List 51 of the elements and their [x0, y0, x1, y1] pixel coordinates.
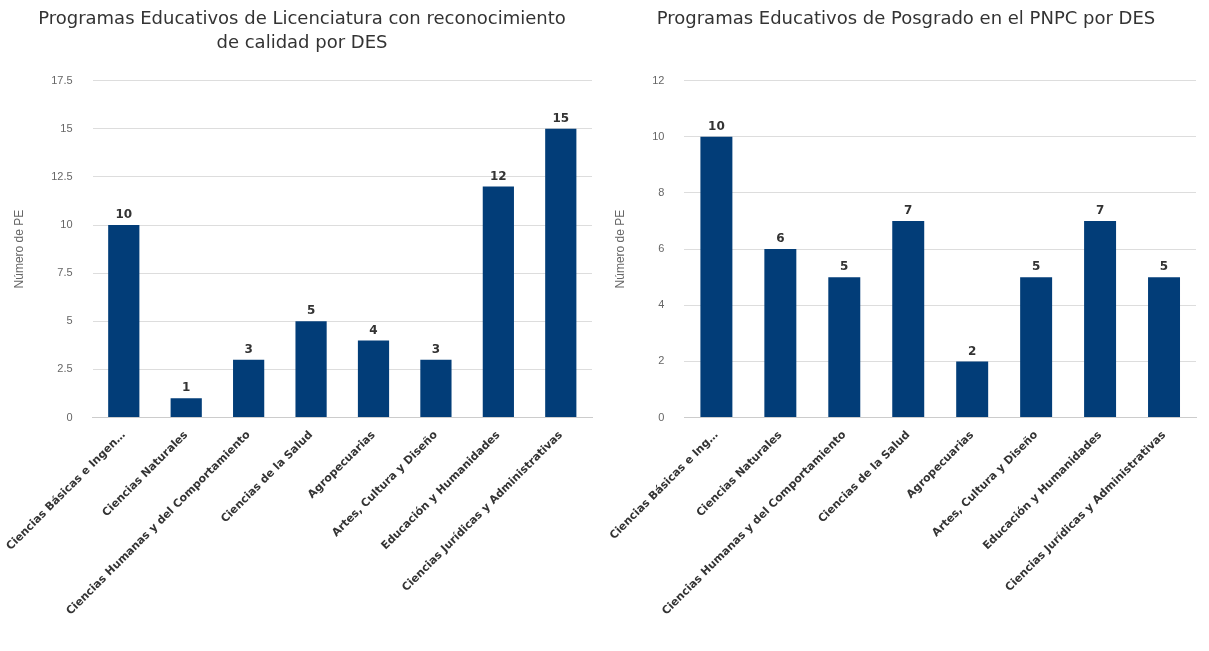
bar — [482, 186, 514, 418]
bar — [108, 225, 140, 418]
bar — [545, 128, 577, 418]
bar — [420, 359, 452, 418]
y-tick-label: 5 — [66, 314, 73, 327]
data-label: 1 — [182, 380, 191, 395]
y-tick-label: 0 — [66, 410, 73, 423]
chart-title: Programas Educativos de Posgrado en el PNPC por DES — [655, 6, 1157, 30]
y-tick-label: 17.5 — [51, 73, 73, 86]
data-label: 5 — [306, 303, 316, 318]
bar — [1084, 221, 1117, 418]
data-label: 7 — [1095, 203, 1105, 218]
bar — [357, 340, 390, 418]
data-label: 7 — [904, 203, 913, 218]
y-tick-label: 10 — [652, 129, 665, 142]
y-tick-label: 8 — [658, 185, 665, 198]
data-label: 3 — [431, 341, 441, 356]
y-tick-label: 15 — [60, 121, 73, 134]
data-label: 5 — [840, 259, 849, 274]
data-label: 5 — [1159, 259, 1169, 274]
data-label: 2 — [968, 343, 977, 358]
data-label: 5 — [1031, 259, 1041, 274]
bar — [764, 249, 797, 418]
y-axis-title: Número de PE — [12, 209, 27, 289]
y-axis-title: Número de PE — [613, 209, 628, 289]
y-tick-label: 12.5 — [51, 169, 73, 182]
data-label: 6 — [776, 231, 785, 246]
data-label: 10 — [708, 118, 725, 133]
data-label: 3 — [244, 341, 253, 356]
bar — [233, 359, 265, 418]
data-label: 12 — [490, 168, 507, 183]
chart-title: Programas Educativos de Licenciatura con reconocimiento de calidad por DES — [37, 6, 567, 54]
data-label: 4 — [369, 322, 378, 337]
y-tick-label: 2 — [658, 354, 665, 367]
y-tick-label: 7.5 — [57, 266, 73, 279]
bar — [295, 321, 327, 418]
bar — [1020, 277, 1053, 418]
y-tick-label: 4 — [658, 298, 665, 311]
y-tick-label: 12 — [652, 73, 665, 86]
y-tick-label: 2.5 — [57, 362, 73, 375]
y-tick-label: 10 — [60, 218, 73, 231]
bar — [700, 136, 733, 418]
bar — [956, 361, 989, 418]
bar — [170, 398, 202, 418]
y-tick-label: 6 — [658, 242, 665, 255]
bar — [892, 221, 925, 418]
data-label: 10 — [115, 207, 133, 222]
y-tick-label: 0 — [658, 410, 665, 423]
data-label: 15 — [552, 110, 570, 125]
bar — [1148, 277, 1181, 418]
bar — [828, 277, 861, 418]
